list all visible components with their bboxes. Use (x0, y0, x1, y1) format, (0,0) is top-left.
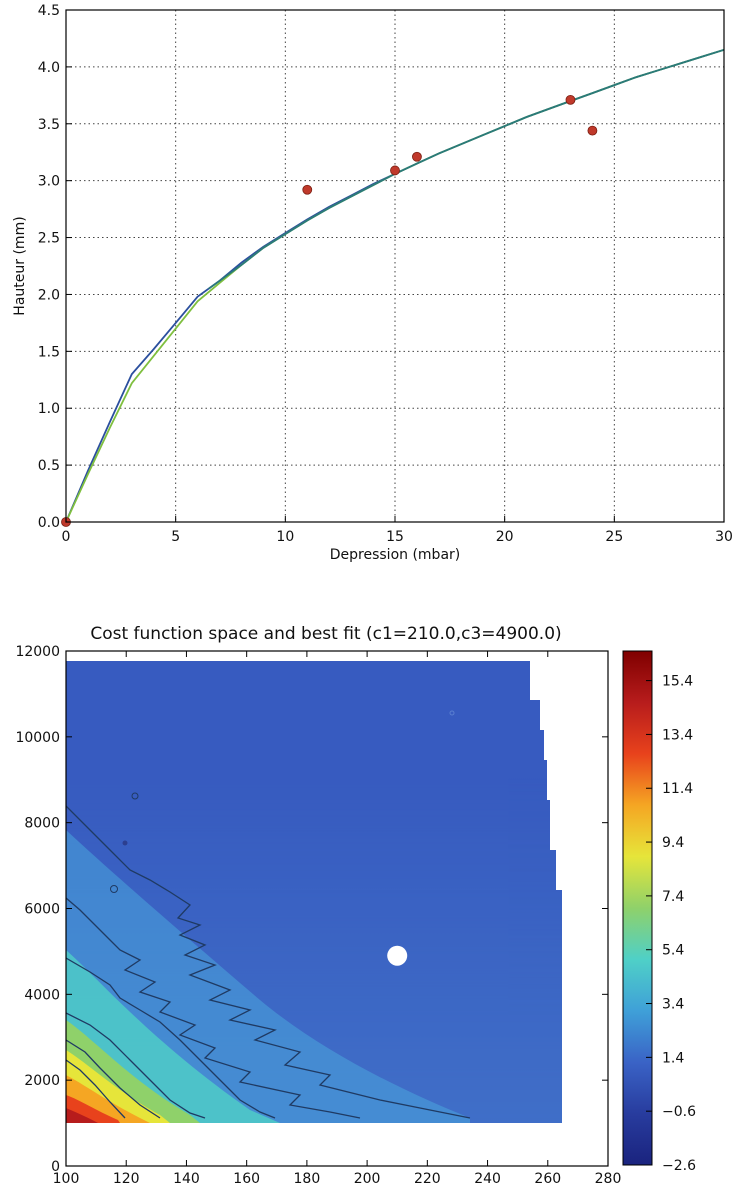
heatmap-field (66, 661, 562, 1123)
x-tick-label: 10 (276, 529, 294, 545)
colorbar-tick-label: 5.4 (662, 943, 684, 959)
colorbar-tick-label: −0.6 (662, 1104, 696, 1120)
y-tick-label: 1.0 (38, 401, 60, 417)
y-tick-label: 6000 (24, 902, 60, 918)
x-ticks: 0 5 10 15 20 25 30 (62, 516, 733, 545)
x-axis-label: Depression (mbar) (330, 547, 461, 563)
x-tick-label: 240 (474, 1171, 501, 1187)
data-point (565, 94, 576, 105)
x-tick-label: 180 (294, 1171, 321, 1187)
y-tick-label: 12000 (15, 644, 60, 660)
colorbar-tick-label: 3.4 (662, 997, 684, 1013)
contour-island (449, 710, 455, 716)
data-point (587, 125, 598, 136)
colorbar-tick-label: 9.4 (662, 835, 684, 851)
y-tick-label: 4000 (24, 987, 60, 1003)
x-tick-label: 120 (113, 1171, 140, 1187)
x-ticks: 100 120 140 160 180 200 220 240 260 280 (53, 651, 622, 1187)
best-fit-marker (387, 945, 408, 966)
y-tick-label: 8000 (24, 816, 60, 832)
y-ticks: 0.0 0.5 1.0 1.5 2.0 2.5 3.0 3.5 4.0 4.5 (38, 3, 72, 531)
x-tick-label: 30 (715, 529, 733, 545)
colorbar-tick-label: 7.4 (662, 889, 684, 905)
contour-island (122, 840, 128, 846)
y-tick-label: 0.5 (38, 458, 60, 474)
y-tick-label: 1.5 (38, 344, 60, 360)
chart-title: Cost function space and best fit (c1=210… (90, 624, 561, 644)
colorbar-tick-label: −2.6 (662, 1158, 696, 1174)
colorbar-tick-label: 13.4 (662, 727, 693, 743)
contour-island (131, 792, 139, 800)
y-tick-label: 3.5 (38, 117, 60, 133)
colorbar-ticks: 15.4 13.4 11.4 9.4 7.4 5.4 3.4 1.4 −0.6 −2.6 (646, 674, 696, 1174)
x-tick-label: 220 (414, 1171, 441, 1187)
x-tick-label: 20 (496, 529, 514, 545)
y-tick-label: 2.0 (38, 287, 60, 303)
y-tick-label: 0.0 (38, 515, 60, 531)
colorbar-tick-label: 1.4 (662, 1050, 684, 1066)
chart-grid (65, 9, 725, 523)
y-tick-label: 4.5 (38, 3, 60, 19)
series-line-2 (208, 48, 725, 290)
x-tick-label: 160 (233, 1171, 260, 1187)
colorbar-tick-label: 15.4 (662, 674, 693, 690)
x-tick-label: 100 (53, 1171, 80, 1187)
y-tick-label: 2.5 (38, 231, 60, 247)
x-tick-label: 200 (354, 1171, 381, 1187)
y-axis-label: Hauteur (mm) (12, 216, 28, 315)
x-tick-label: 5 (171, 529, 180, 545)
y-tick-label: 3.0 (38, 174, 60, 190)
data-point (302, 184, 313, 195)
x-tick-label: 25 (605, 529, 623, 545)
data-point (412, 151, 422, 162)
x-tick-label: 280 (595, 1171, 622, 1187)
x-tick-label: 15 (386, 529, 404, 545)
series-group (61, 48, 725, 527)
x-tick-label: 260 (534, 1171, 561, 1187)
contour-lines (66, 805, 471, 1119)
x-tick-label: 140 (173, 1171, 200, 1187)
colorbar (622, 650, 653, 1166)
y-ticks: 0 2000 4000 6000 8000 10000 12000 (15, 644, 608, 1175)
colorbar-tick-label: 11.4 (662, 781, 693, 797)
x-tick-label: 0 (62, 529, 71, 545)
y-tick-label: 10000 (15, 730, 60, 746)
y-tick-label: 0 (51, 1159, 60, 1175)
line-chart: 0 5 10 15 20 25 30 0.0 0.5 1.0 1.5 2.0 2.5 3.0 3.5 4.0… (12, 3, 733, 563)
data-point (390, 165, 400, 176)
contour-island (110, 885, 118, 893)
heatmap-chart: Cost function space and best fit (c1=210… (15, 624, 696, 1187)
y-tick-label: 2000 (24, 1073, 60, 1089)
y-tick-label: 4.0 (38, 60, 60, 76)
